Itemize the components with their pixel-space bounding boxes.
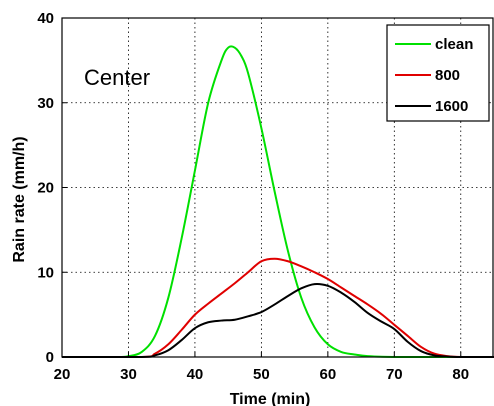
legend-label-clean: clean — [435, 36, 473, 53]
y-tick-label: 40 — [37, 10, 54, 27]
x-tick-label: 70 — [386, 366, 403, 383]
x-tick-label: 40 — [187, 366, 204, 383]
y-tick-label: 30 — [37, 95, 54, 112]
x-tick-label: 60 — [320, 366, 337, 383]
series-group — [62, 45, 494, 359]
y-tick-label: 20 — [37, 180, 54, 197]
series-line-800 — [62, 257, 494, 359]
x-tick-label: 20 — [54, 366, 71, 383]
chart-annotation: Center — [84, 65, 150, 90]
y-axis-label: Rain rate (mm/h) — [11, 136, 28, 262]
x-axis-label: Time (min) — [230, 391, 311, 406]
y-tick-label: 0 — [46, 349, 54, 366]
y-tick-label: 10 — [37, 264, 54, 281]
x-tick-label: 50 — [253, 366, 270, 383]
legend-label-1600: 1600 — [435, 98, 468, 115]
x-tick-label: 80 — [452, 366, 469, 383]
x-tick-label: 30 — [120, 366, 137, 383]
legend-label-800: 800 — [435, 67, 460, 84]
series-line-1600 — [62, 283, 494, 359]
series-line-clean — [62, 45, 494, 358]
legend: clean 800 1600 — [386, 24, 490, 122]
